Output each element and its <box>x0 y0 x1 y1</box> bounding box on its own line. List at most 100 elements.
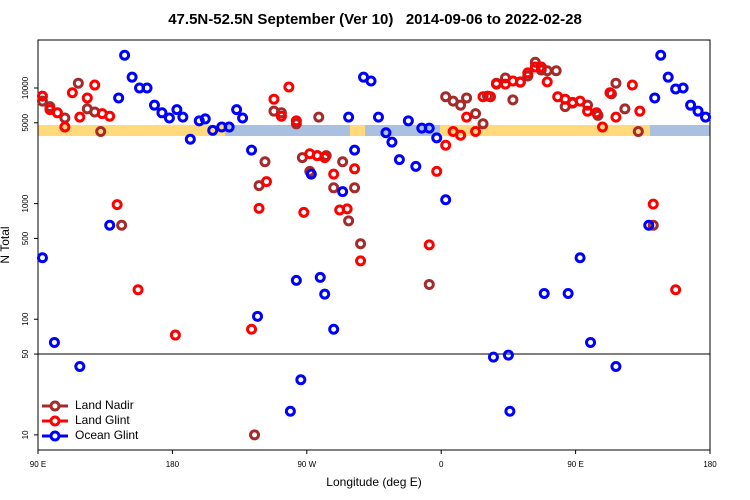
point <box>36 90 48 102</box>
series <box>36 61 682 341</box>
land-strip <box>38 125 225 136</box>
point <box>199 113 211 125</box>
point <box>574 252 586 264</box>
point <box>393 154 405 166</box>
point <box>461 92 473 104</box>
point <box>431 132 443 144</box>
point <box>692 105 704 117</box>
point <box>380 127 392 139</box>
point <box>337 186 349 198</box>
point <box>647 219 659 231</box>
y-tick-label: 1000 <box>21 194 30 212</box>
point <box>111 199 123 211</box>
point <box>455 99 467 111</box>
x-tick-label: 90 E <box>30 460 46 469</box>
point <box>156 107 168 119</box>
point <box>51 107 63 119</box>
point <box>440 91 452 103</box>
point <box>402 115 414 127</box>
point <box>685 99 697 111</box>
point <box>431 165 443 177</box>
point <box>132 284 144 296</box>
point <box>171 104 183 116</box>
point <box>538 287 550 299</box>
point <box>504 405 516 417</box>
land-strip <box>440 125 650 136</box>
point <box>355 255 367 267</box>
point <box>655 49 667 61</box>
point <box>207 124 219 136</box>
y-axis-label: N Total <box>0 226 12 263</box>
point <box>550 65 562 77</box>
point <box>48 336 60 348</box>
point <box>440 139 452 151</box>
point <box>319 288 331 300</box>
point <box>184 133 196 145</box>
point <box>610 111 622 123</box>
point <box>249 429 261 441</box>
point <box>328 182 340 194</box>
point <box>529 61 541 73</box>
x-tick-label: 180 <box>166 460 180 469</box>
point <box>341 203 353 215</box>
point <box>104 110 116 122</box>
point <box>647 198 659 210</box>
point <box>95 126 107 138</box>
point <box>314 271 326 283</box>
x-tick-label: 90 W <box>297 460 316 469</box>
point <box>562 287 574 299</box>
x-tick-label: 0 <box>439 460 444 469</box>
point <box>177 111 189 123</box>
point <box>231 104 243 116</box>
point <box>36 95 48 107</box>
point <box>423 278 435 290</box>
point <box>410 160 422 172</box>
point <box>313 111 325 123</box>
point <box>610 77 622 89</box>
point <box>305 168 317 180</box>
point <box>372 111 384 123</box>
ocean-strip <box>650 125 710 136</box>
point <box>349 144 361 156</box>
y-tick-label: 50 <box>21 349 30 358</box>
point <box>386 136 398 148</box>
series <box>36 49 712 417</box>
point <box>148 99 160 111</box>
point <box>677 82 689 94</box>
point <box>610 361 622 373</box>
point <box>104 219 116 231</box>
point <box>223 121 235 133</box>
point <box>126 71 138 83</box>
point <box>502 349 514 361</box>
point <box>649 92 661 104</box>
point <box>423 239 435 251</box>
x-tick-label: 180 <box>703 460 717 469</box>
point <box>626 79 638 91</box>
y-tick-label: 5000 <box>21 113 30 131</box>
legend-marker <box>49 415 61 427</box>
ocean-strip <box>225 125 350 136</box>
point <box>604 87 616 99</box>
y-tick-label: 100 <box>21 312 30 326</box>
point <box>343 111 355 123</box>
point <box>461 111 473 123</box>
point <box>113 92 125 104</box>
point <box>59 121 71 133</box>
y-tick-label: 500 <box>21 231 30 245</box>
land-strip <box>350 125 365 136</box>
point <box>72 77 84 89</box>
point <box>116 219 128 231</box>
point <box>74 361 86 373</box>
point <box>252 310 264 322</box>
point <box>662 71 674 83</box>
point <box>522 67 534 79</box>
point <box>440 194 452 206</box>
point <box>283 81 295 93</box>
chart-title: 47.5N-52.5N September (Ver 10) 2014-09-0… <box>168 11 582 28</box>
point <box>290 115 302 127</box>
point <box>237 112 249 124</box>
point <box>634 105 646 117</box>
x-axis-label: Longitude (deg E) <box>326 475 421 489</box>
point <box>275 110 287 122</box>
